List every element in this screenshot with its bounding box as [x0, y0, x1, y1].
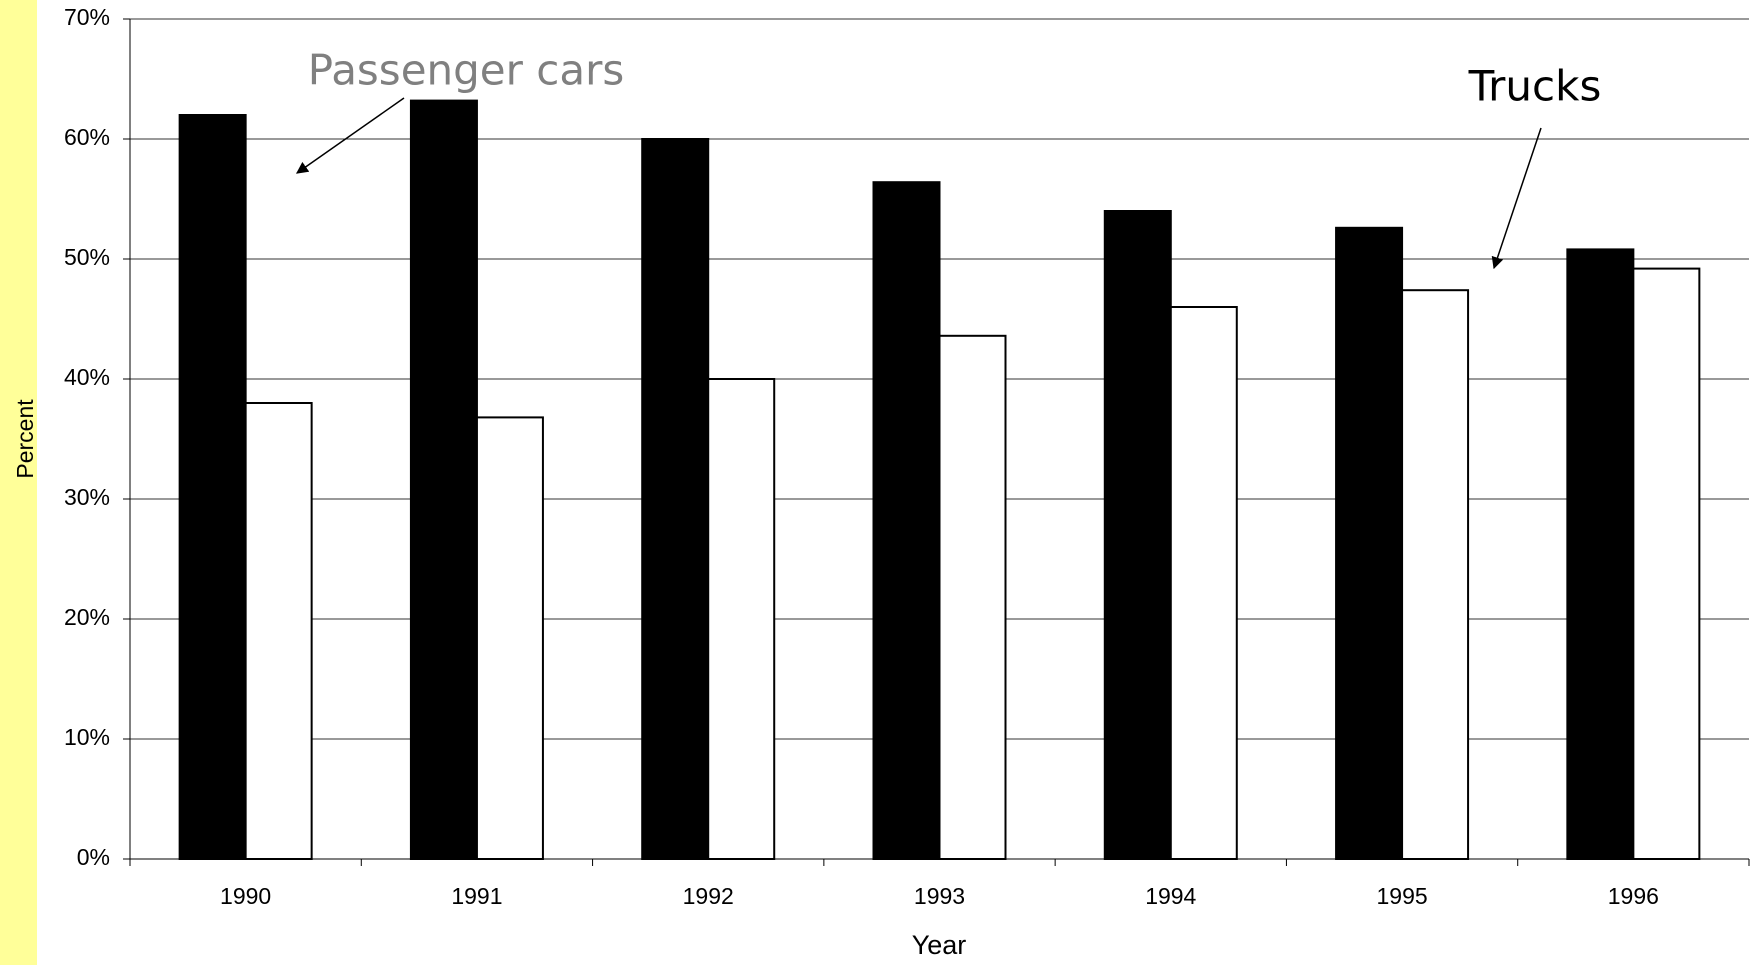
y-tick-label: 50% — [64, 244, 110, 270]
x-tick-label: 1993 — [914, 883, 965, 909]
x-tick-label: 1990 — [220, 883, 271, 909]
bar — [1566, 248, 1635, 860]
bar — [1632, 267, 1701, 861]
bar — [178, 114, 247, 860]
y-tick-label: 40% — [64, 364, 110, 390]
x-tick-label: 1992 — [683, 883, 734, 909]
bar — [872, 181, 941, 860]
x-tick-label: 1996 — [1608, 883, 1659, 909]
y-axis-label: Percent — [12, 399, 38, 479]
bar — [244, 402, 313, 860]
bar — [409, 99, 478, 861]
annotation: Trucks — [1468, 62, 1602, 111]
y-tick-label: 70% — [64, 4, 110, 30]
x-tick-label: 1994 — [1145, 883, 1196, 909]
bar — [1335, 226, 1404, 861]
x-tick-label: 1995 — [1376, 883, 1427, 909]
annotation-arrow — [1491, 127, 1542, 270]
y-tick-label: 0% — [77, 844, 110, 870]
bar — [1401, 289, 1470, 860]
plot-area: 0% 10% 20% 30% 40% 50% 60% 70% 1990 1991 1992 1993 1… — [64, 4, 1750, 909]
annotation: Passenger cars — [308, 46, 625, 95]
y-tick-label: 60% — [64, 124, 110, 150]
bar — [938, 334, 1007, 860]
bar — [1103, 210, 1172, 860]
x-tick-label: 1991 — [451, 883, 502, 909]
bar — [707, 378, 776, 860]
y-tick-label: 20% — [64, 604, 110, 630]
y-tick-label: 10% — [64, 724, 110, 750]
x-axis-label: Year — [912, 930, 967, 960]
bar — [475, 416, 544, 860]
side-strip — [0, 0, 37, 965]
bar — [1169, 306, 1238, 860]
annotation-arrow — [296, 97, 405, 174]
y-tick-label: 30% — [64, 484, 110, 510]
bar — [641, 138, 710, 860]
